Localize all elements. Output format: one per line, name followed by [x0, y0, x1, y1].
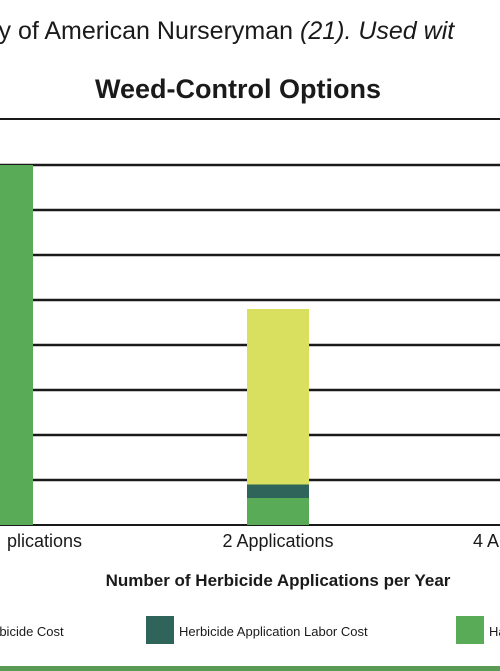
bar-segment [0, 165, 33, 525]
chart-title: Weed-Control Options [95, 74, 381, 104]
bar-segment [247, 498, 309, 525]
x-tick-label: 2 Applications [222, 531, 333, 551]
image-credit: sy of American Nurseryman (21). Used wit [0, 16, 454, 46]
x-axis-title: Number of Herbicide Applications per Yea… [105, 571, 451, 590]
bar-segment [247, 309, 309, 485]
credit-reference: (21). Used wit [300, 17, 455, 45]
bar-segment [247, 484, 309, 498]
legend-label-ha: Ha [489, 624, 500, 639]
bar-chart: plications 2 Applications 4 A [0, 118, 500, 551]
x-tick-label: plications [7, 531, 82, 551]
x-tick-label: 4 A [473, 531, 499, 551]
legend-label-labor-cost: Herbicide Application Labor Cost [179, 624, 368, 639]
legend-label-herbicide-cost: rbicide Cost [0, 624, 64, 639]
legend-swatch-ha [456, 616, 484, 644]
credit-prefix: sy of American Nurseryman [0, 17, 300, 45]
legend-swatch-labor-cost [146, 616, 174, 644]
bottom-rule [0, 666, 500, 671]
